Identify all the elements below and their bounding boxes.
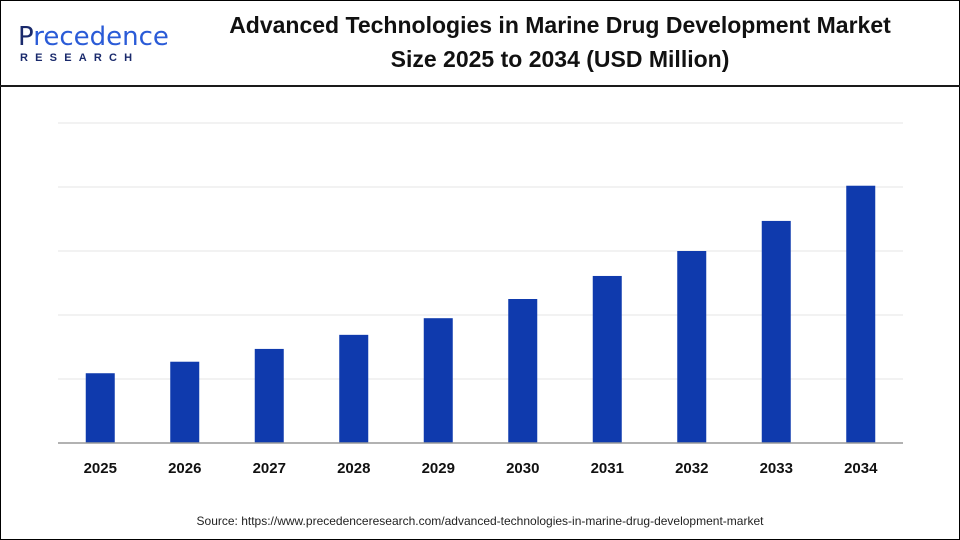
bar-2027 [254,348,284,443]
bar-2028 [339,334,369,443]
logo-subtitle: RESEARCH [20,52,140,64]
header-divider [0,85,960,87]
bar-2026 [170,361,200,443]
x-tick-label: 2025 [84,460,117,477]
logo-wordmark: Precedence [18,22,169,52]
logo-letter: P [18,22,34,52]
x-tick-label: 2033 [760,460,793,477]
x-tick-label: 2030 [506,460,539,477]
chart-title: Advanced Technologies in Marine Drug Dev… [190,8,930,76]
bar-2033 [761,220,791,443]
x-tick-label: 2034 [844,460,878,477]
title-line-1: Advanced Technologies in Marine Drug Dev… [229,12,891,38]
x-tick-label: 2029 [422,460,455,477]
bar-2032 [677,251,707,443]
x-tick-label: 2028 [337,460,370,477]
source-note: Source: https://www.precedenceresearch.c… [196,514,764,528]
x-tick-label: 2031 [591,460,624,477]
bar-2030 [508,299,538,443]
x-tick-label: 2027 [253,460,286,477]
bar-2034 [846,185,876,443]
x-tick-label: 2032 [675,460,708,477]
bar-2025 [85,373,115,443]
bar-2031 [592,275,622,443]
logo-rest: recedence [33,22,169,52]
title-line-2: Size 2025 to 2034 (USD Million) [390,46,730,72]
logo: Precedence RESEARCH [18,22,169,68]
bar-2029 [423,318,453,443]
x-tick-label: 2026 [168,460,201,477]
